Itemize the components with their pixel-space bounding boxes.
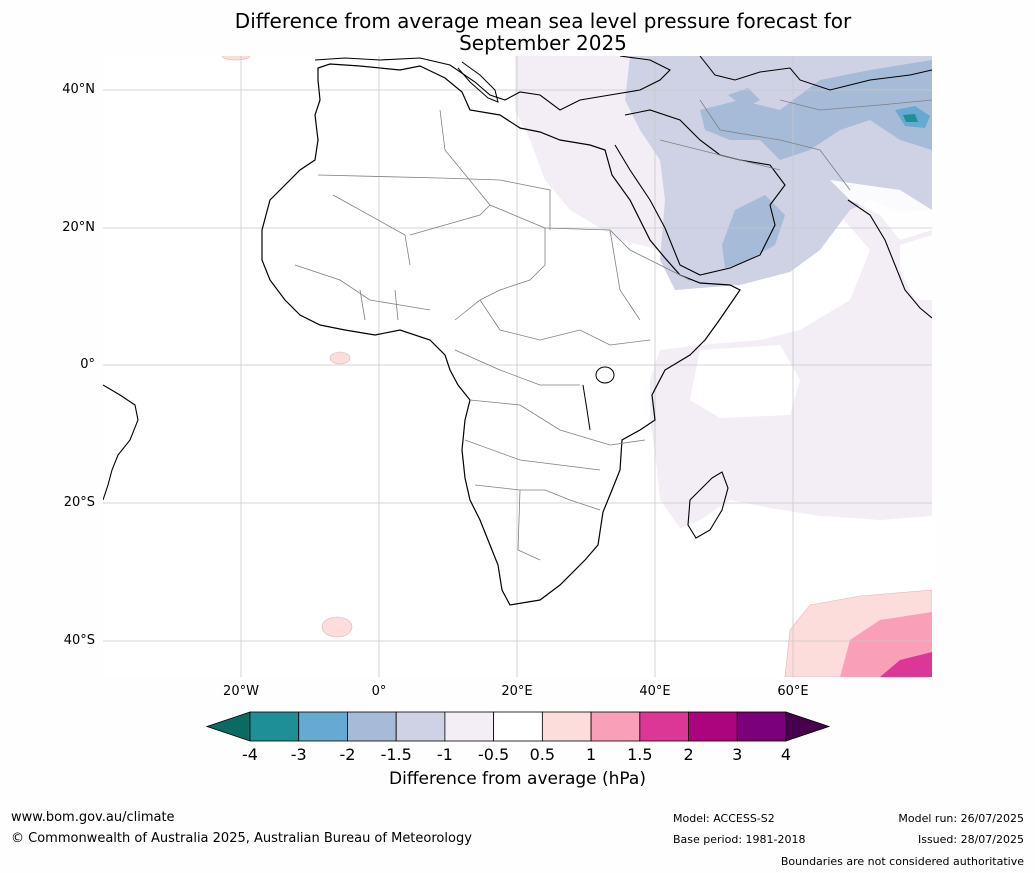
colorbar-tick-label: 2 bbox=[683, 745, 694, 764]
colorbar-tick-label: -0.5 bbox=[478, 745, 510, 764]
anomaly-region-minus-1.5 bbox=[700, 60, 932, 160]
map-panel bbox=[103, 56, 932, 677]
country-borders bbox=[294, 99, 932, 561]
graticule bbox=[103, 56, 932, 677]
colorbar-tick-label: 4 bbox=[780, 745, 792, 764]
lon-label-20e: 20°E bbox=[501, 684, 533, 699]
lat-label-20n: 20°N bbox=[62, 220, 95, 235]
colorbar-swatch bbox=[590, 711, 641, 742]
map-title: Difference from average mean sea level p… bbox=[0, 10, 1035, 54]
colorbar-tick-label: -4 bbox=[242, 745, 258, 764]
arabian-peninsula-coastline bbox=[614, 109, 786, 276]
lat-label-40s: 40°S bbox=[63, 633, 95, 648]
italy-coastline bbox=[457, 61, 499, 103]
anomaly-blob-gulf-of-guinea bbox=[329, 351, 351, 365]
colorbar-tick-label: 1.5 bbox=[627, 745, 653, 764]
lat-label-equator: 0° bbox=[80, 357, 95, 372]
colorbar-swatch bbox=[347, 711, 397, 742]
colorbar-swatch bbox=[688, 711, 738, 742]
anomaly-gap-indian-ocean bbox=[690, 345, 800, 418]
colorbar-swatch bbox=[639, 711, 689, 742]
map-title-line1: Difference from average mean sea level p… bbox=[234, 9, 852, 33]
lon-label-60e: 60°E bbox=[777, 684, 809, 699]
footer-model: Model: ACCESS-S2 bbox=[673, 812, 775, 825]
footer-base-period: Base period: 1981-2018 bbox=[673, 833, 806, 846]
india-coastline bbox=[847, 199, 932, 319]
lon-label-20w: 20°W bbox=[223, 684, 259, 699]
colorbar-tick-label: 3 bbox=[732, 745, 743, 764]
anomaly-blob-north-atlantic bbox=[221, 56, 251, 61]
colorbar-tick-label: 1 bbox=[585, 745, 597, 764]
lon-label-0: 0° bbox=[371, 684, 387, 699]
europe-coastline bbox=[314, 56, 671, 111]
colorbar-tick-label: -1.5 bbox=[380, 745, 412, 764]
colorbar-tick-label: -1 bbox=[436, 745, 453, 764]
africa-coastline bbox=[261, 63, 741, 606]
colorbar-swatch bbox=[444, 711, 495, 742]
anomaly-gap-arabia bbox=[830, 180, 932, 240]
anomaly-gap-india bbox=[900, 235, 932, 300]
colorbar-swatch bbox=[541, 711, 592, 742]
footer-model-run: Model run: 26/07/2025 bbox=[898, 812, 1024, 825]
colorbar-extend-low bbox=[205, 711, 251, 742]
colorbar-swatch bbox=[249, 711, 300, 742]
lat-label-40n: 40°N bbox=[62, 82, 95, 97]
footer-url: www.bom.gov.au/climate bbox=[11, 810, 175, 825]
footer-copyright: © Commonwealth of Australia 2025, Austra… bbox=[11, 831, 472, 846]
map-title-line2: September 2025 bbox=[459, 31, 627, 55]
footer-issued: Issued: 28/07/2025 bbox=[917, 833, 1024, 846]
south-america-coastline bbox=[103, 384, 139, 501]
colorbar-swatch bbox=[395, 711, 446, 742]
colorbar-extend-high bbox=[785, 711, 831, 742]
anomaly-blob-south-atlantic bbox=[321, 616, 353, 638]
colorbar-swatch bbox=[493, 711, 543, 742]
lake-tanganyika bbox=[582, 384, 591, 431]
colorbar-swatch bbox=[298, 711, 348, 742]
anomaly-region-minus-1.5-arabia bbox=[722, 195, 785, 268]
colorbar-tick-label: -3 bbox=[290, 745, 307, 764]
black-caspian-coast bbox=[699, 56, 932, 91]
madagascar-coastline bbox=[687, 471, 729, 539]
lat-label-20s: 20°S bbox=[63, 495, 95, 510]
lake-victoria bbox=[595, 366, 615, 384]
anomaly-region-plus-1.5 bbox=[880, 652, 932, 677]
colorbar-tick-label: 0.5 bbox=[529, 745, 556, 764]
colorbar-tick-label: -2 bbox=[339, 745, 356, 764]
anomaly-region-minus-1.5-patch bbox=[728, 88, 760, 108]
colorbar-label: Difference from average (hPa) bbox=[389, 769, 646, 789]
footer-disclaimer: Boundaries are not considered authoritat… bbox=[780, 855, 1024, 868]
colorbar-swatch bbox=[736, 711, 787, 742]
lon-label-40e: 40°E bbox=[639, 684, 671, 699]
anomaly-region-minus-3 bbox=[903, 114, 918, 122]
